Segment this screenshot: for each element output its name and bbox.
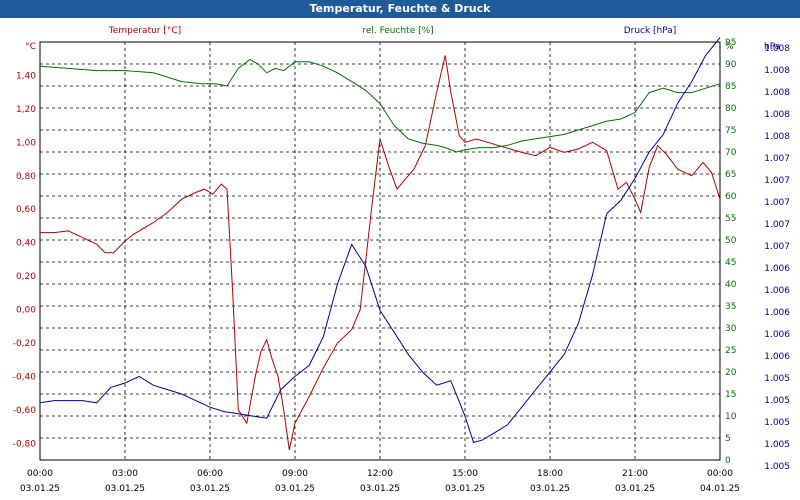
humidity-tick-label: 25 [725, 346, 736, 356]
pressure-axis-label: Druck [hPa] [624, 26, 677, 36]
humidity-tick-label: 95 [725, 38, 736, 48]
pressure-tick-label: 1.005 [764, 440, 790, 450]
humidity-tick-label: 85 [725, 82, 736, 92]
humidity-tick-label: 15 [725, 390, 736, 400]
x-tick-date: 03.01.25 [360, 484, 400, 494]
humidity-tick-label: 0 [725, 456, 731, 466]
pressure-tick-label: 1.005 [764, 418, 790, 428]
humidity-axis-label: rel. Feuchte [%] [362, 26, 433, 36]
x-tick-time: 12:00 [367, 469, 393, 479]
humidity-line [39, 59, 721, 153]
humidity-tick-label: 70 [725, 148, 737, 158]
x-tick-date: 03.01.25 [445, 484, 485, 494]
pressure-tick-label: 1.007 [764, 176, 790, 186]
pressure-tick-label: 1.007 [764, 198, 790, 208]
humidity-tick-label: 90 [725, 60, 737, 70]
temperature-tick-label: 0,60 [16, 205, 36, 215]
humidity-tick-label: 20 [725, 368, 737, 378]
x-tick-time: 09:00 [282, 469, 308, 479]
pressure-tick-label: 1.008 [764, 132, 790, 142]
pressure-tick-label: 1.008 [764, 110, 790, 120]
temperature-tick-label: -0,80 [13, 439, 37, 449]
temperature-tick-label: 0,40 [16, 239, 36, 249]
x-tick-time: 21:00 [622, 469, 648, 479]
temperature-tick-label: 1,00 [16, 138, 36, 148]
x-tick-date: 03.01.25 [20, 484, 60, 494]
x-tick-date: 03.01.25 [105, 484, 145, 494]
pressure-tick-label: 1.008 [764, 44, 790, 54]
x-tick-time: 06:00 [197, 469, 223, 479]
humidity-tick-label: 35 [725, 302, 736, 312]
x-tick-time: 00:00 [27, 469, 53, 479]
x-tick-date: 03.01.25 [530, 484, 570, 494]
humidity-tick-label: 65 [725, 170, 736, 180]
humidity-tick-label: 75 [725, 126, 736, 136]
temperature-tick-label: -0,40 [13, 372, 37, 382]
humidity-tick-label: 5 [725, 434, 731, 444]
temperature-line [40, 55, 721, 451]
x-tick-date: 03.01.25 [615, 484, 655, 494]
pressure-tick-label: 1.008 [764, 66, 790, 76]
x-tick-date: 03.01.25 [275, 484, 315, 494]
temperature-unit: °C [25, 42, 36, 52]
temperature-tick-label: 0,80 [16, 172, 36, 182]
humidity-tick-label: 45 [725, 258, 736, 268]
pressure-tick-label: 1.008 [764, 88, 790, 98]
x-tick-time: 00:00 [707, 469, 733, 479]
pressure-tick-label: 1.007 [764, 220, 790, 230]
x-tick-date: 04.01.25 [700, 484, 740, 494]
humidity-tick-label: 40 [725, 280, 737, 290]
grid [40, 42, 720, 460]
temperature-tick-label: 0,20 [16, 272, 36, 282]
pressure-line [39, 37, 721, 444]
pressure-tick-label: 1.005 [764, 374, 790, 384]
x-tick-date: 03.01.25 [190, 484, 230, 494]
temperature-tick-label: -0,20 [13, 339, 37, 349]
pressure-tick-label: 1.006 [764, 286, 790, 296]
axis-labels: 00:00 03.01.25 03:00 03.01.25 06:00 03.01.25 0… [13, 26, 791, 494]
pressure-tick-label: 1.006 [764, 352, 790, 362]
humidity-tick-label: 80 [725, 104, 737, 114]
pressure-tick-label: 1.007 [764, 242, 790, 252]
humidity-tick-label: 50 [725, 236, 737, 246]
pressure-tick-label: 1.005 [764, 396, 790, 406]
humidity-tick-label: 30 [725, 324, 737, 334]
humidity-tick-label: 60 [725, 192, 737, 202]
temperature-axis-label: Temperatur [°C] [108, 26, 181, 36]
x-tick-time: 18:00 [537, 469, 563, 479]
humidity-tick-label: 55 [725, 214, 736, 224]
pressure-unit: hPa [764, 42, 780, 52]
temperature-tick-label: 0,00 [16, 306, 36, 316]
humidity-unit: % [725, 42, 734, 52]
x-tick-time: 03:00 [112, 469, 138, 479]
x-tick-time: 15:00 [452, 469, 478, 479]
temperature-tick-label: 1,20 [16, 105, 36, 115]
pressure-tick-label: 1.006 [764, 264, 790, 274]
chart-title: Temperatur, Feuchte & Druck [0, 0, 800, 18]
humidity-tick-label: 10 [725, 412, 737, 422]
temperature-tick-label: 1,40 [16, 71, 36, 81]
pressure-tick-label: 1.006 [764, 330, 790, 340]
pressure-tick-label: 1.006 [764, 308, 790, 318]
pressure-tick-label: 1.005 [764, 462, 790, 472]
pressure-tick-label: 1.007 [764, 154, 790, 164]
temperature-tick-label: -0,60 [13, 406, 37, 416]
series-lines [39, 37, 721, 451]
